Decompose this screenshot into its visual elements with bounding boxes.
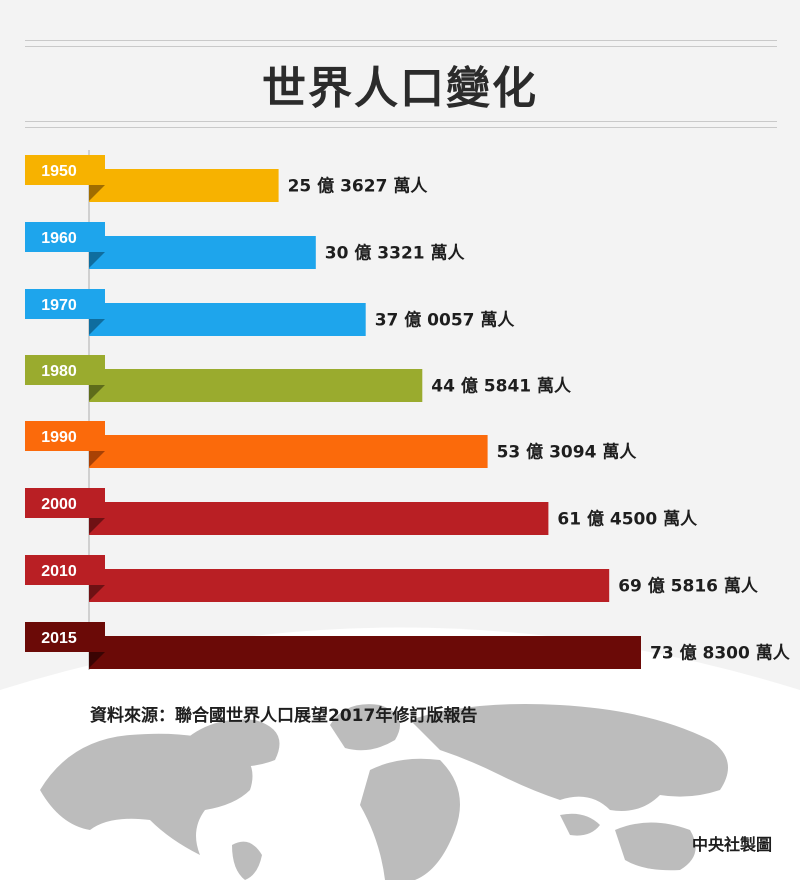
year-tab-2010 [25, 555, 105, 585]
year-label-2015: 2015 [41, 630, 77, 647]
top-rule-1 [25, 40, 777, 41]
bar-fold-2010 [89, 585, 105, 601]
year-tab-1990 [25, 421, 105, 451]
bar-fold-1970 [89, 319, 105, 335]
year-label-2010: 2010 [41, 563, 77, 580]
bar-fold-1950 [89, 185, 105, 201]
bar-1950 [89, 169, 279, 202]
year-tab-1950 [25, 155, 105, 185]
data-source: 資料來源：聯合國世界人口展望2017年修訂版報告 [90, 706, 478, 726]
value-label-2000: 61 億 4500 萬人 [557, 509, 698, 530]
bar-1990 [89, 435, 488, 468]
year-label-2000: 2000 [41, 496, 77, 513]
bar-fold-1980 [89, 385, 105, 401]
top-rule-2 [25, 46, 777, 47]
year-label-1980: 1980 [41, 363, 77, 380]
title-rule-1 [25, 121, 777, 122]
bar-fold-1960 [89, 252, 105, 268]
value-label-1990: 53 億 3094 萬人 [497, 442, 638, 463]
credit: 中央社製圖 [691, 835, 772, 854]
year-label-1950: 1950 [41, 163, 77, 180]
bar-2000 [89, 502, 549, 535]
year-label-1960: 1960 [41, 230, 77, 247]
bar-fold-2000 [89, 518, 105, 534]
bar-2015 [89, 636, 641, 669]
year-tab-1960 [25, 222, 105, 252]
value-label-1980: 44 億 5841 萬人 [431, 376, 572, 397]
value-label-1950: 25 億 3627 萬人 [288, 176, 429, 197]
bar-fold-2015 [89, 652, 105, 668]
bar-2010 [89, 569, 610, 602]
year-tab-2000 [25, 488, 105, 518]
year-tab-1980 [25, 355, 105, 385]
page-title: 世界人口變化 [262, 63, 538, 114]
year-label-1970: 1970 [41, 297, 77, 314]
year-label-1990: 1990 [41, 429, 77, 446]
year-tab-2015 [25, 622, 105, 652]
year-tab-1970 [25, 289, 105, 319]
value-label-1960: 30 億 3321 萬人 [325, 243, 466, 264]
title-rule-2 [25, 127, 777, 128]
bar-fold-1990 [89, 451, 105, 467]
bar-1970 [89, 303, 366, 336]
bar-1960 [89, 236, 316, 269]
bar-1980 [89, 369, 423, 402]
value-label-1970: 37 億 0057 萬人 [375, 310, 516, 331]
value-label-2010: 69 億 5816 萬人 [618, 576, 759, 597]
value-label-2015: 73 億 8300 萬人 [650, 643, 791, 664]
